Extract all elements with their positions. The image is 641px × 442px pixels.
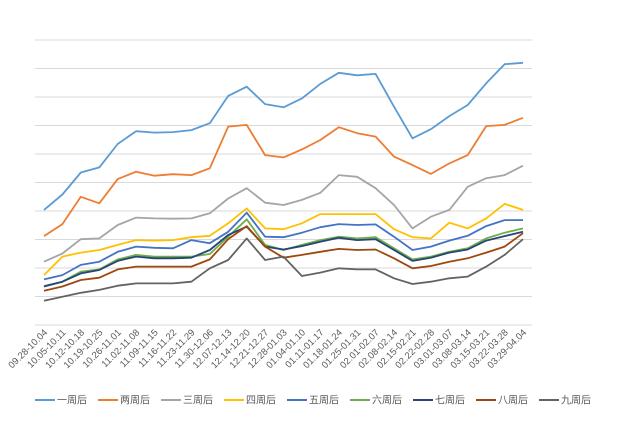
series-line-5 <box>43 211 523 281</box>
legend-item: 四周后 <box>224 395 276 407</box>
legend-item: 一周后 <box>35 395 87 407</box>
legend-item: 三周后 <box>161 395 213 407</box>
legend-label: 八周后 <box>498 395 528 407</box>
legend: 一周后 两周后 三周后 四周后 五周后 六周后 七周后 八周后 九周后 <box>35 395 591 407</box>
series-line-4 <box>43 202 524 276</box>
x-axis-tick-labels: 09.28-10.0410.05-10.1110.12-10.1810.19-1… <box>6 327 529 371</box>
series-line-1 <box>43 61 524 211</box>
legend-label: 两周后 <box>120 395 150 407</box>
legend-label: 三周后 <box>183 395 213 407</box>
legend-label: 九周后 <box>561 395 591 407</box>
series-line-2 <box>43 116 524 237</box>
legend-label: 一周后 <box>57 395 87 407</box>
series-line-7 <box>43 225 524 288</box>
legend-item: 七周后 <box>413 395 465 407</box>
legend-label: 七周后 <box>435 395 465 407</box>
gridlines <box>35 39 532 326</box>
series-line-9 <box>43 237 524 302</box>
legend-label: 六周后 <box>372 395 402 407</box>
legend-item: 六周后 <box>350 395 402 407</box>
legend-item: 八周后 <box>476 395 528 407</box>
series-lines <box>43 61 524 302</box>
legend-label: 五周后 <box>309 395 339 407</box>
series-line-8 <box>43 225 524 292</box>
legend-item: 九周后 <box>539 395 591 407</box>
legend-item: 两周后 <box>98 395 150 407</box>
series-line-3 <box>43 164 524 263</box>
legend-label: 四周后 <box>246 395 276 407</box>
legend-item: 五周后 <box>287 395 339 407</box>
